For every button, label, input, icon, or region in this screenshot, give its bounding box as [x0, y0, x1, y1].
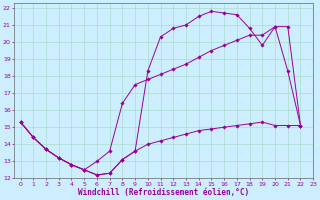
X-axis label: Windchill (Refroidissement éolien,°C): Windchill (Refroidissement éolien,°C): [78, 188, 249, 197]
